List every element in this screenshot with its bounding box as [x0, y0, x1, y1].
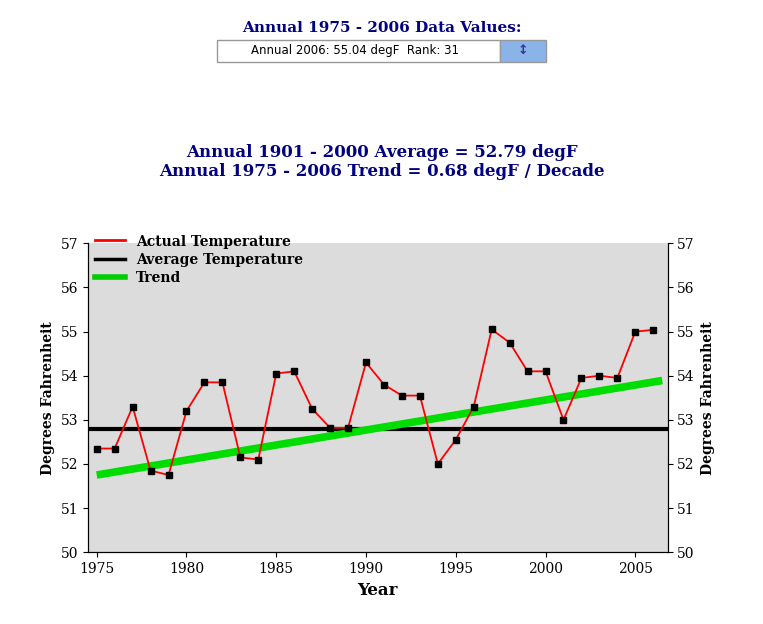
Text: Annual 1975 - 2006 Trend = 0.68 degF / Decade: Annual 1975 - 2006 Trend = 0.68 degF / D…	[159, 163, 604, 180]
Text: ↕: ↕	[517, 44, 528, 57]
Text: Annual 2006: 55.04 degF  Rank: 31: Annual 2006: 55.04 degF Rank: 31	[251, 44, 459, 57]
FancyBboxPatch shape	[217, 40, 500, 62]
Legend: Actual Temperature, Average Temperature, Trend: Actual Temperature, Average Temperature,…	[95, 235, 304, 285]
Y-axis label: Degrees Fahrenheit: Degrees Fahrenheit	[700, 321, 714, 475]
Text: Annual 1901 - 2000 Average = 52.79 degF: Annual 1901 - 2000 Average = 52.79 degF	[185, 144, 578, 162]
X-axis label: Year: Year	[357, 582, 398, 598]
Bar	[500, 40, 546, 62]
Y-axis label: Degrees Fahrenheit: Degrees Fahrenheit	[41, 321, 55, 475]
Text: Annual 1975 - 2006 Data Values:: Annual 1975 - 2006 Data Values:	[242, 21, 521, 35]
